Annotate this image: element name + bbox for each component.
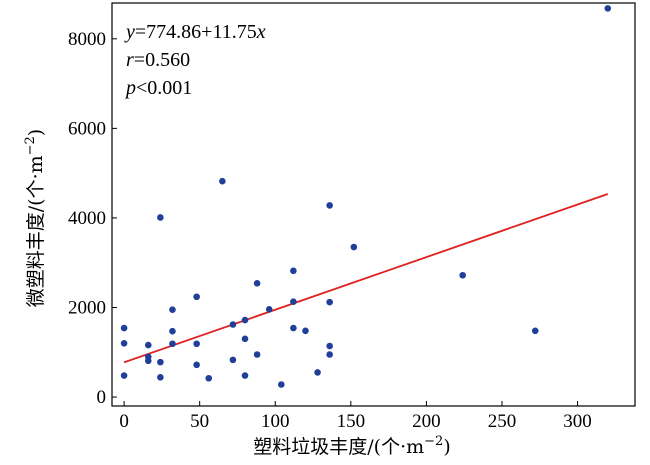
y-tick-label: 0 — [97, 387, 107, 408]
y-tick-label: 4000 — [68, 208, 106, 229]
y-axis-title: 微塑料丰度/(个·m−2) — [23, 129, 47, 307]
x-tick-label: 150 — [337, 411, 366, 432]
y-tick-label: 6000 — [68, 118, 106, 139]
data-point — [229, 321, 237, 328]
data-point — [459, 271, 466, 279]
data-point — [326, 202, 333, 209]
data-point — [219, 177, 226, 185]
data-point — [253, 280, 261, 287]
data-point — [290, 267, 297, 275]
data-point — [169, 306, 176, 314]
data-points-layer — [120, 5, 612, 388]
x-axis-ticks: 0 50 100 150 200 250 300 — [119, 401, 592, 432]
x-tick-label: 50 — [190, 411, 209, 432]
plot-frame — [111, 2, 636, 407]
data-point — [241, 316, 249, 324]
data-point — [157, 214, 164, 221]
x-tick-label: 200 — [412, 411, 441, 432]
data-point — [350, 243, 358, 251]
data-point — [290, 324, 297, 332]
data-point — [531, 327, 539, 335]
p-annotation: p<0.001 — [124, 77, 192, 99]
data-point — [157, 358, 164, 366]
equation-annotation: y=774.86+11.75x — [124, 21, 266, 43]
data-point — [290, 298, 297, 305]
data-point — [120, 324, 128, 332]
data-point — [120, 372, 128, 379]
annotation-block: y=774.86+11.75x r=0.560 p<0.001 — [124, 21, 266, 99]
data-point — [193, 361, 200, 369]
x-tick-label: 0 — [119, 411, 129, 432]
data-point — [241, 335, 249, 343]
data-point — [326, 298, 333, 306]
r-annotation: r=0.560 — [126, 49, 190, 71]
data-point — [229, 356, 237, 364]
x-axis-title: 塑料垃圾丰度/(个·m−2) — [253, 434, 450, 458]
data-point — [265, 305, 273, 313]
data-point — [314, 369, 321, 376]
x-tick-label: 250 — [488, 411, 517, 432]
data-point — [144, 357, 152, 365]
data-point — [326, 351, 333, 358]
data-point — [169, 340, 176, 348]
data-point — [120, 340, 128, 347]
y-axis-ticks: 0 2000 4000 6000 8000 — [68, 29, 117, 408]
regression-line-layer — [123, 193, 609, 364]
data-point — [277, 381, 285, 388]
data-point — [604, 5, 612, 12]
data-point — [326, 342, 333, 350]
y-tick-label: 2000 — [68, 297, 106, 318]
x-tick-label: 300 — [563, 411, 592, 432]
data-point — [302, 327, 309, 335]
y-tick-label: 8000 — [68, 29, 106, 50]
data-point — [253, 351, 261, 358]
regression-line — [123, 193, 609, 364]
data-point — [193, 340, 200, 348]
data-point — [169, 327, 176, 335]
data-point — [193, 293, 200, 301]
data-point — [144, 341, 152, 349]
data-point — [205, 374, 213, 382]
data-point — [157, 374, 164, 381]
x-tick-label: 100 — [261, 411, 290, 432]
data-point — [241, 372, 249, 379]
